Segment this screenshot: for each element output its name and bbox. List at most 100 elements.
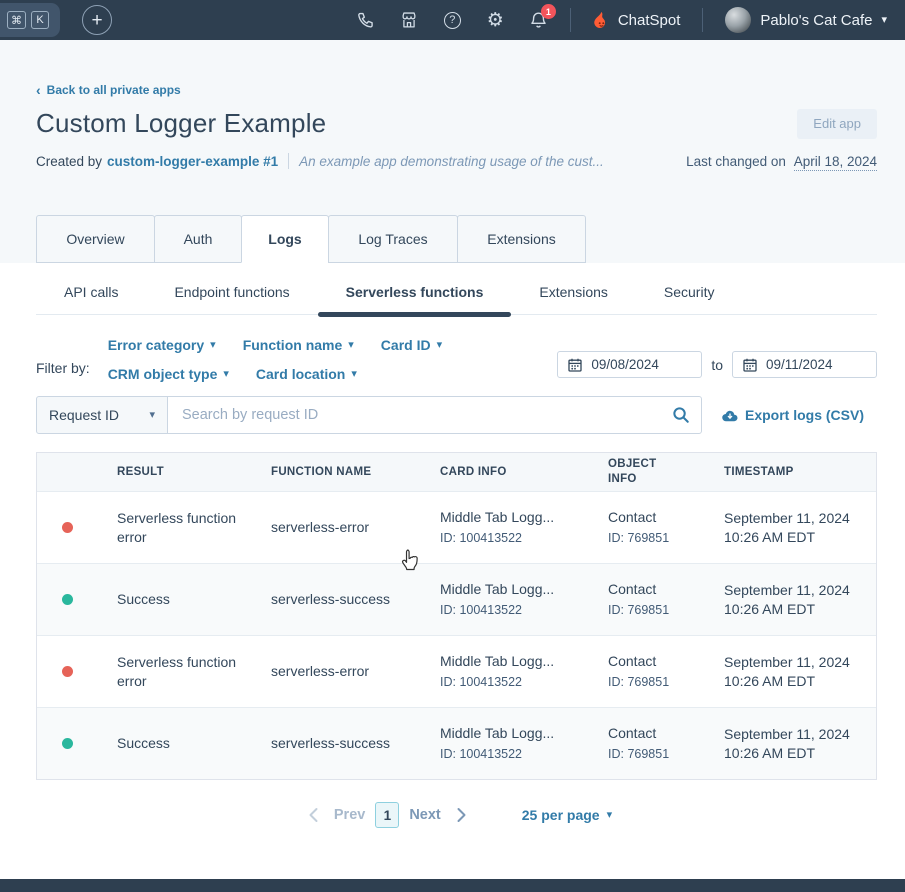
chevron-down-icon: ▾ — [149, 408, 155, 421]
page-first-button[interactable] — [301, 803, 326, 827]
filter-bar: Filter by: Error category ▾ Function nam… — [36, 337, 877, 382]
search-field-selector[interactable]: Request ID ▾ — [36, 396, 168, 434]
global-search-shortcut[interactable]: ⌘ K — [0, 3, 60, 37]
page-last-button[interactable] — [449, 803, 474, 827]
filter-crm-object-type[interactable]: CRM object type ▾ — [107, 366, 229, 382]
card-info-cell: Middle Tab Logg... ID: 100413522 — [440, 581, 555, 618]
column-timestamp: Timestamp — [724, 465, 794, 478]
back-link[interactable]: ‹ Back to all private apps — [36, 83, 181, 97]
help-icon[interactable]: ? — [443, 11, 461, 29]
subtab-api-calls[interactable]: API calls — [64, 283, 119, 300]
object-info-cell: Contact ID: 769851 — [608, 581, 670, 618]
date-from-input[interactable]: 09/08/2024 — [557, 351, 703, 378]
app-description: An example app demonstrating usage of th… — [299, 153, 604, 169]
timestamp-cell: September 11, 2024 10:26 AM EDT — [724, 726, 850, 761]
notification-count-badge: 1 — [540, 4, 556, 19]
table-header-row: Result Function name Card info Object in… — [37, 453, 876, 491]
date-to-input[interactable]: 09/11/2024 — [732, 351, 877, 378]
result-cell: Serverless function error — [117, 510, 237, 545]
result-cell: Success — [117, 735, 170, 752]
account-menu[interactable]: Pablo's Cat Cafe ▾ — [725, 7, 887, 33]
subtab-serverless-functions[interactable]: Serverless functions — [317, 269, 512, 317]
subtab-security[interactable]: Security — [663, 283, 715, 300]
meta-divider — [288, 153, 290, 169]
search-bar: Request ID ▾ Export logs (CSV) — [36, 396, 877, 434]
chevron-down-icon: ▾ — [210, 338, 216, 351]
k-key-icon: K — [31, 11, 49, 29]
status-dot — [62, 594, 73, 605]
subtab-endpoint-functions[interactable]: Endpoint functions — [174, 283, 290, 300]
column-result: Result — [117, 465, 164, 478]
navbar-right: ? ⚙ 1 ChatSpot Pablo's Cat Cafe ▾ — [344, 4, 893, 33]
tab-extensions[interactable]: Extensions — [457, 215, 586, 263]
chatspot-button[interactable]: ChatSpot — [593, 11, 681, 30]
result-cell: Serverless function error — [117, 654, 237, 689]
filter-dropdowns: Error category ▾ Function name ▾ Card ID… — [108, 337, 442, 382]
chatspot-label: ChatSpot — [617, 11, 681, 29]
timestamp-cell: September 11, 2024 10:26 AM EDT — [724, 582, 850, 617]
back-chevron-icon: ‹ — [36, 82, 41, 98]
date-range: 09/08/2024 to 09/11/2024 — [557, 351, 877, 378]
tab-auth[interactable]: Auth — [154, 215, 242, 263]
card-info-cell: Middle Tab Logg... ID: 100413522 — [440, 509, 555, 546]
current-page-button[interactable]: 1 — [375, 802, 400, 828]
command-key-icon: ⌘ — [7, 11, 26, 29]
date-to-value: 09/11/2024 — [766, 357, 833, 372]
settings-gear-icon[interactable]: ⚙ — [486, 9, 504, 31]
create-button[interactable]: + — [82, 5, 112, 35]
logs-table: Result Function name Card info Object in… — [36, 452, 877, 780]
tab-log-traces[interactable]: Log Traces — [328, 215, 458, 263]
navbar-left: ⌘ K + — [0, 3, 112, 37]
per-page-label: 25 per page — [521, 807, 600, 823]
card-info-cell: Middle Tab Logg... ID: 100413522 — [440, 725, 555, 762]
search-button[interactable] — [670, 404, 692, 429]
per-page-selector[interactable]: 25 per page ▾ — [522, 807, 612, 823]
search-field-selected: Request ID — [49, 407, 120, 423]
tab-overview[interactable]: Overview — [36, 215, 155, 263]
app-meta: Created by custom-logger-example #1 An e… — [36, 153, 877, 171]
table-row[interactable]: Serverless function error serverless-err… — [37, 635, 876, 707]
tab-logs[interactable]: Logs — [241, 215, 329, 263]
bottom-bar — [0, 879, 905, 892]
chevron-down-icon: ▾ — [606, 808, 613, 821]
export-logs-button[interactable]: Export logs (CSV) — [722, 407, 864, 423]
marketplace-icon[interactable] — [400, 11, 418, 29]
chatspot-flame-icon — [594, 11, 605, 28]
created-by-link[interactable]: custom-logger-example #1 — [107, 153, 279, 169]
filter-card-id[interactable]: Card ID ▾ — [380, 337, 443, 353]
phone-icon[interactable] — [357, 12, 374, 29]
notifications-bell-icon[interactable]: 1 — [530, 4, 556, 29]
next-page-button[interactable]: Next — [409, 807, 441, 823]
last-changed-date: April 18, 2024 — [793, 153, 877, 171]
subtab-extensions[interactable]: Extensions — [539, 283, 608, 300]
export-logs-label: Export logs (CSV) — [745, 407, 865, 423]
edit-app-button[interactable]: Edit app — [797, 108, 877, 139]
account-avatar — [725, 7, 752, 33]
function-name-cell: serverless-error — [271, 519, 370, 536]
filter-error-category[interactable]: Error category ▾ — [107, 337, 216, 353]
function-name-cell: serverless-error — [271, 663, 370, 680]
filter-function-name[interactable]: Function name ▾ — [242, 337, 354, 353]
column-object-info: Object info — [608, 458, 657, 485]
chevron-down-icon: ▾ — [351, 367, 357, 380]
object-info-cell: Contact ID: 769851 — [608, 725, 670, 762]
chevron-down-icon: ▾ — [436, 338, 443, 351]
pagination: Prev 1 Next 25 per page ▾ — [36, 802, 877, 828]
calendar-icon — [743, 358, 757, 372]
table-row[interactable]: Serverless function error serverless-err… — [37, 491, 876, 563]
table-row[interactable]: Success serverless-success Middle Tab Lo… — [37, 707, 876, 779]
primary-tabs: Overview Auth Logs Log Traces Extensions — [36, 215, 877, 263]
result-cell: Success — [117, 591, 170, 608]
table-row[interactable]: Success serverless-success Middle Tab Lo… — [37, 563, 876, 635]
date-from-value: 09/08/2024 — [591, 357, 659, 372]
calendar-icon — [568, 358, 582, 372]
chevron-down-icon: ▾ — [881, 13, 887, 26]
timestamp-cell: September 11, 2024 10:26 AM EDT — [724, 510, 850, 545]
logs-panel: API calls Endpoint functions Serverless … — [0, 269, 905, 828]
function-name-cell: serverless-success — [271, 735, 391, 752]
filter-card-location[interactable]: Card location ▾ — [255, 366, 357, 382]
prev-page-button[interactable]: Prev — [333, 807, 366, 823]
account-name: Pablo's Cat Cafe — [760, 11, 873, 29]
search-input[interactable] — [167, 396, 702, 434]
